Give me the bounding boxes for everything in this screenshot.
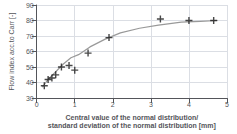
svg-text:70: 70 [26, 33, 34, 40]
svg-text:60: 60 [26, 48, 34, 55]
svg-text:40: 40 [26, 79, 34, 86]
svg-text:30: 30 [26, 95, 34, 102]
svg-text:5: 5 [225, 101, 229, 108]
svg-text:1: 1 [73, 101, 77, 108]
svg-text:Central value of the normal di: Central value of the normal distribution… [66, 114, 199, 121]
svg-text:80: 80 [26, 17, 34, 24]
svg-text:50: 50 [26, 64, 34, 71]
svg-text:90: 90 [26, 2, 34, 9]
svg-text:3: 3 [149, 101, 153, 108]
svg-text:standard deviation of the norm: standard deviation of the normal distrib… [48, 122, 216, 130]
svg-text:0: 0 [35, 101, 39, 108]
svg-text:4: 4 [187, 101, 191, 108]
svg-text:2: 2 [111, 101, 115, 108]
svg-text:Flow index acc.to Carr [-]: Flow index acc.to Carr [-] [8, 13, 16, 91]
